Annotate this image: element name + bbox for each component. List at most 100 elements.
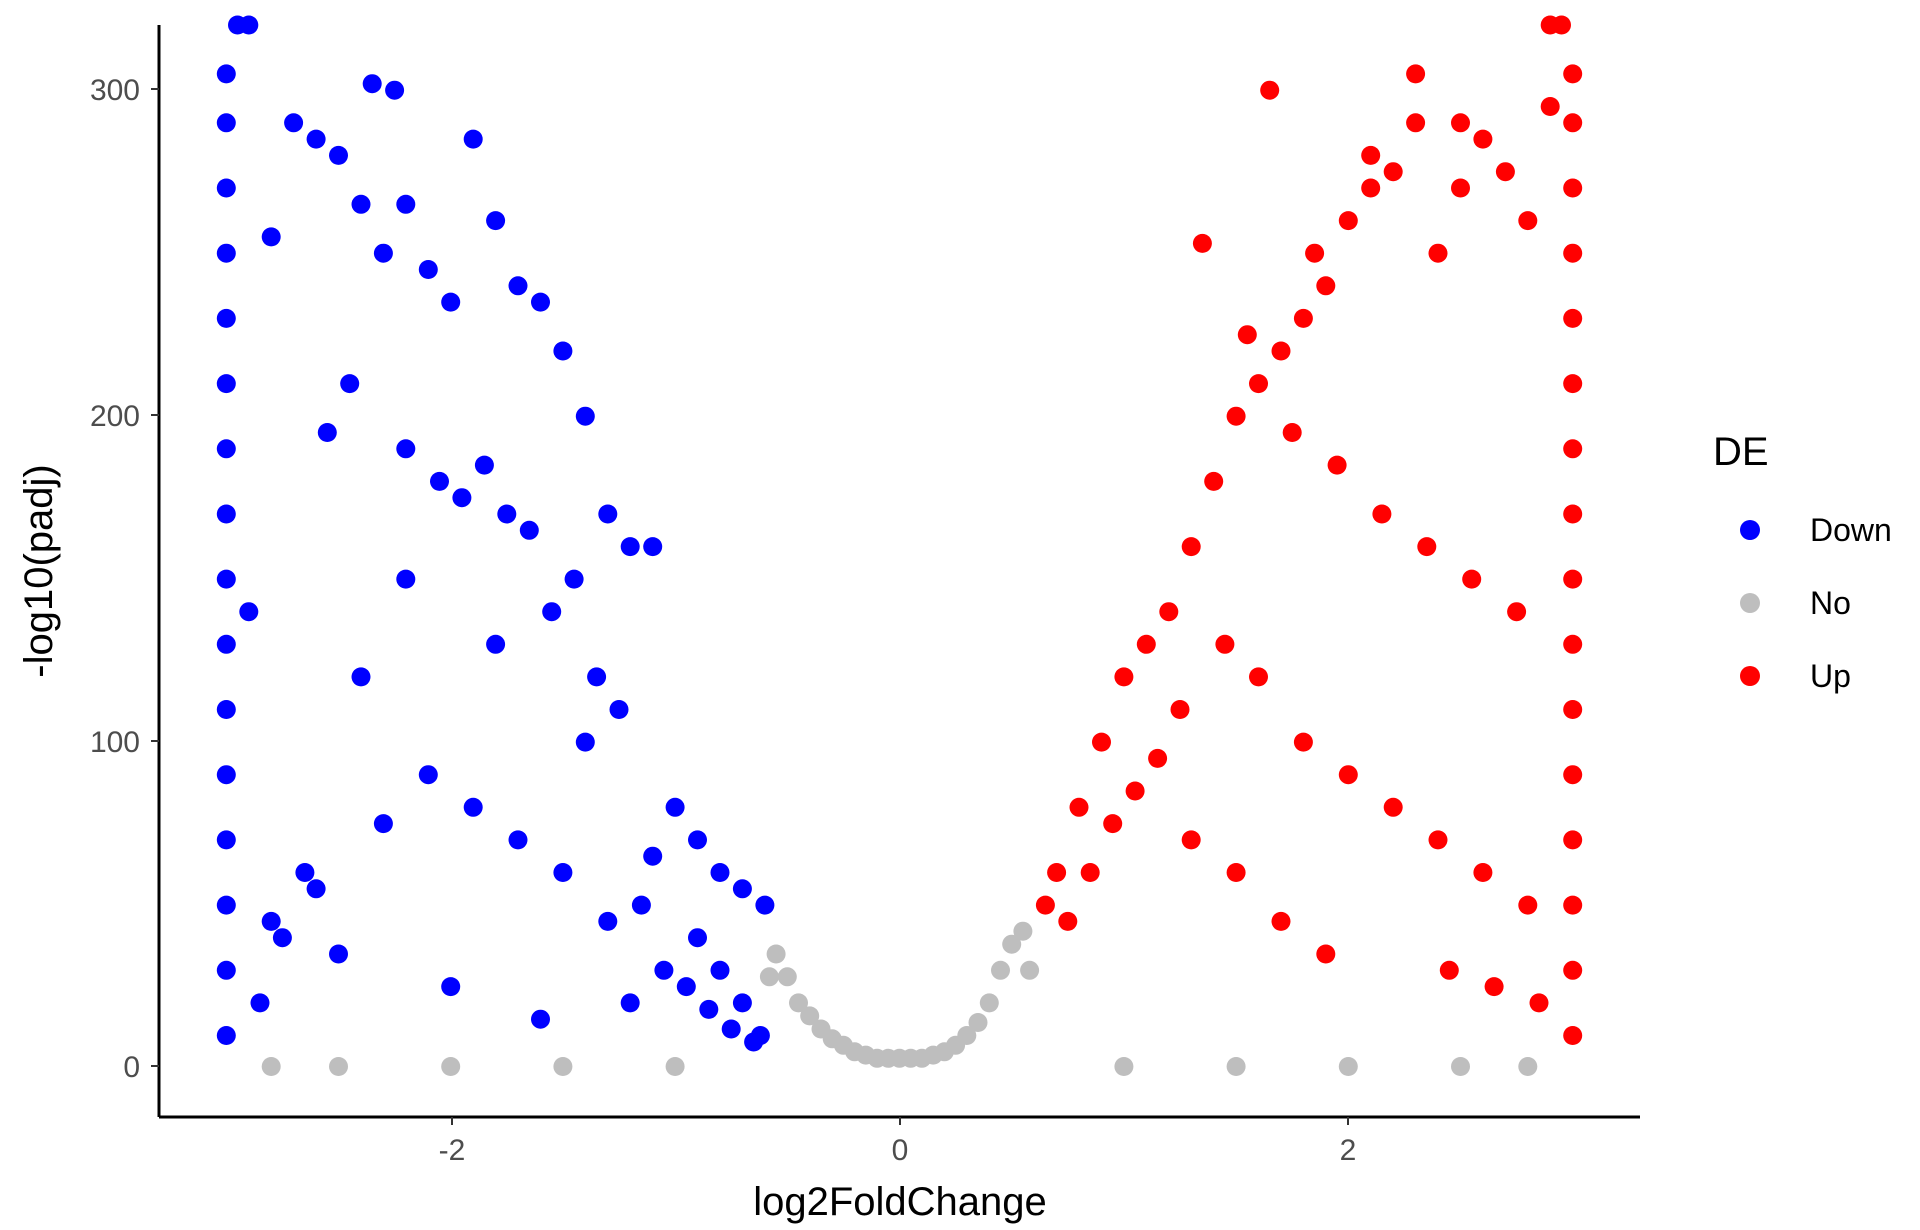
x-axis-title: log2FoldChange: [753, 1180, 1047, 1224]
point-down: [643, 846, 663, 866]
point-up: [1338, 765, 1358, 785]
point-up: [1338, 211, 1358, 231]
point-down: [418, 765, 438, 785]
legend-label-up: Up: [1810, 658, 1851, 694]
point-no: [1020, 960, 1040, 980]
point-up: [1451, 113, 1470, 133]
point-up: [1192, 233, 1212, 253]
point-down: [216, 113, 236, 133]
point-no: [1338, 1057, 1358, 1076]
point-down: [710, 863, 730, 882]
point-down: [295, 863, 315, 882]
point-down: [564, 569, 584, 589]
point-down: [329, 944, 348, 964]
point-up: [1271, 341, 1291, 361]
point-no: [553, 1057, 573, 1076]
y-axis-title: -log10(padj): [17, 464, 61, 677]
point-down: [463, 129, 483, 149]
point-down: [306, 129, 326, 149]
point-up: [1428, 243, 1448, 263]
point-down: [750, 1026, 770, 1045]
point-down: [396, 569, 416, 589]
point-up: [1361, 178, 1381, 198]
point-up: [1204, 471, 1224, 491]
point-up: [1473, 863, 1493, 882]
point-down: [654, 960, 674, 980]
point-no: [777, 967, 797, 987]
point-down: [486, 634, 506, 654]
point-up: [1383, 797, 1403, 817]
point-down: [609, 700, 629, 719]
point-up: [1529, 993, 1549, 1013]
point-down: [519, 520, 539, 540]
point-up: [1451, 178, 1470, 198]
legend-title: DE: [1713, 430, 1769, 474]
point-down: [385, 80, 405, 100]
point-no: [789, 993, 808, 1013]
y-tick-label-200: 200: [90, 400, 140, 433]
point-down: [250, 993, 270, 1013]
point-up: [1047, 863, 1067, 882]
point-no: [665, 1057, 685, 1076]
point-down: [710, 960, 730, 980]
point-up: [1507, 602, 1527, 622]
point-down: [216, 569, 236, 589]
point-up: [1293, 732, 1313, 752]
point-down: [373, 814, 393, 834]
legend-swatch-up: [1740, 666, 1760, 686]
legend-swatch-down: [1740, 520, 1760, 540]
legend-swatch-no: [1740, 593, 1760, 613]
point-down: [418, 260, 438, 279]
point-up: [1563, 243, 1583, 263]
point-down: [216, 960, 236, 980]
point-up: [1563, 830, 1583, 850]
point-no: [957, 1026, 977, 1045]
point-up: [1563, 765, 1583, 785]
point-up: [1159, 602, 1179, 622]
point-down: [474, 455, 494, 475]
point-down: [441, 292, 461, 312]
point-up: [1563, 308, 1583, 328]
point-down: [688, 830, 707, 850]
point-down: [463, 797, 483, 817]
point-down: [261, 911, 281, 931]
point-down: [531, 292, 550, 312]
point-up: [1305, 243, 1325, 263]
y-tick-label-300: 300: [90, 74, 140, 107]
point-up: [1249, 667, 1268, 687]
point-down: [486, 211, 506, 231]
point-up: [1293, 308, 1313, 328]
point-up: [1563, 439, 1583, 459]
point-up: [1249, 374, 1268, 394]
point-up: [1563, 64, 1583, 84]
point-up: [1563, 895, 1583, 915]
point-up: [1428, 830, 1448, 850]
legend-label-down: Down: [1810, 512, 1892, 548]
point-up: [1563, 1026, 1583, 1045]
y-tick-label-0: 0: [123, 1051, 140, 1084]
point-up: [1282, 423, 1302, 442]
point-down: [542, 602, 562, 622]
point-down: [216, 439, 236, 459]
point-down: [340, 374, 360, 394]
point-up: [1372, 504, 1392, 524]
point-up: [1148, 748, 1168, 768]
point-down: [216, 308, 236, 328]
point-down: [216, 634, 236, 654]
point-up: [1080, 863, 1100, 882]
point-up: [1058, 911, 1078, 931]
point-up: [1125, 781, 1145, 801]
legend-label-no: No: [1810, 585, 1851, 621]
point-up: [1406, 113, 1426, 133]
point-down: [216, 374, 236, 394]
point-down: [284, 113, 304, 133]
plot-area: [216, 15, 1583, 1076]
point-down: [598, 911, 618, 931]
point-down: [688, 928, 707, 948]
point-up: [1563, 634, 1583, 654]
point-down: [272, 928, 292, 948]
point-no: [1226, 1057, 1246, 1076]
point-up: [1383, 162, 1403, 182]
point-up: [1181, 537, 1201, 557]
